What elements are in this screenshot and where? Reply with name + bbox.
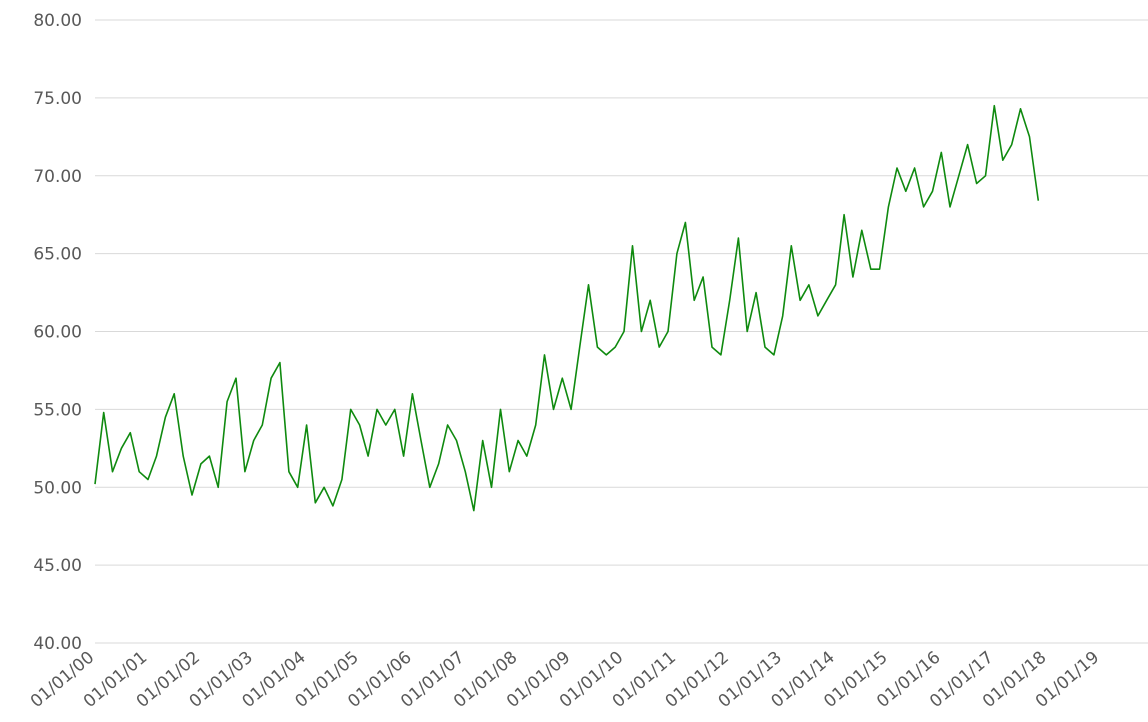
y-tick-label: 60.00 [33,323,82,343]
y-tick-label: 45.00 [33,556,82,576]
y-tick-label: 65.00 [33,245,82,265]
y-tick-label: 80.00 [33,11,82,31]
data-line [94,104,1040,512]
y-tick-label: 70.00 [33,167,82,187]
y-tick-label: 75.00 [33,89,82,109]
y-tick-label: 55.00 [33,400,82,420]
y-tick-label: 40.00 [33,634,82,654]
y-tick-label: 50.00 [33,478,82,498]
